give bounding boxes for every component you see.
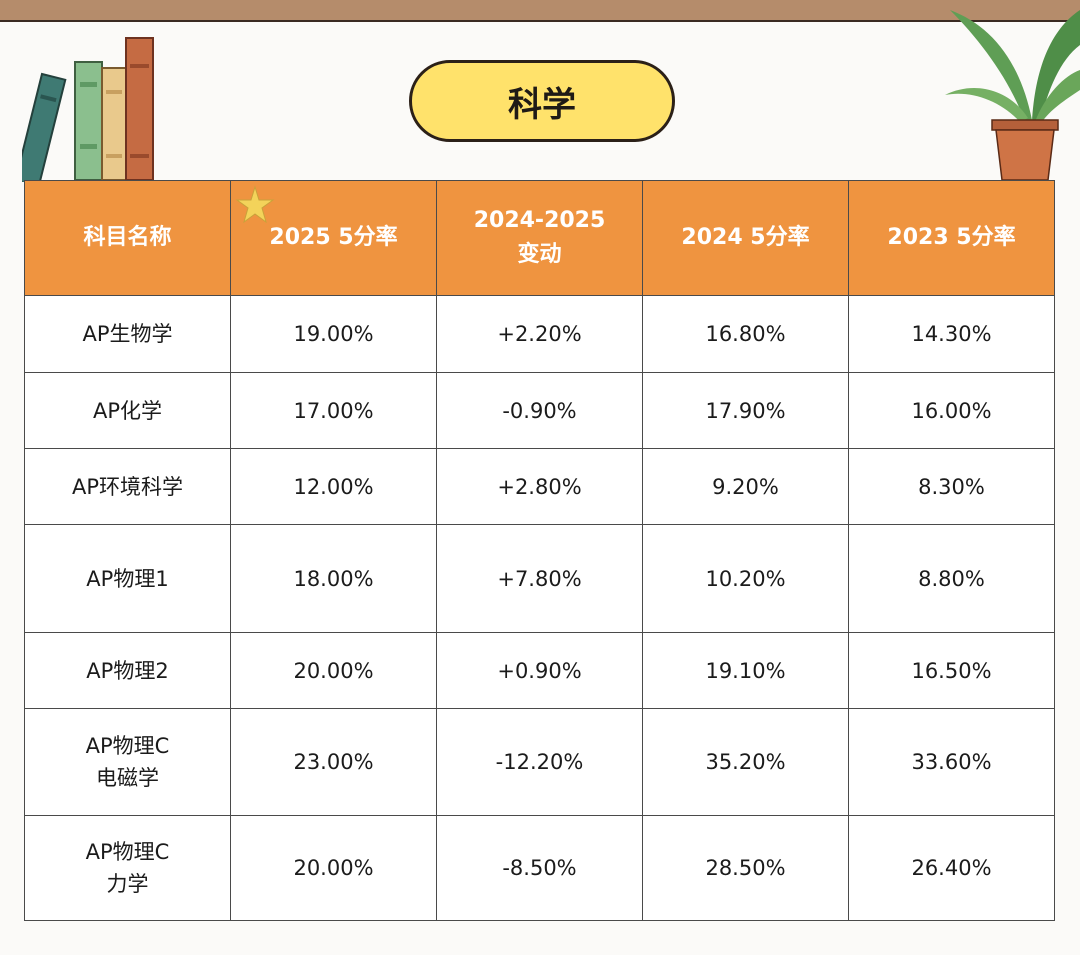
table-row: AP环境科学 12.00% +2.80% 9.20% 8.30% — [24, 448, 1055, 525]
star-icon — [235, 185, 275, 224]
page-title: 科学 — [409, 60, 675, 142]
rate-2025-cell: 18.00% — [230, 524, 437, 633]
subject-cell: AP环境科学 — [24, 448, 231, 525]
books-illustration — [22, 37, 154, 182]
rate-2024-cell: 17.90% — [642, 372, 849, 449]
subject-cell: AP物理C 力学 — [24, 815, 231, 921]
table-row: AP物理2 20.00% +0.90% 19.10% 16.50% — [24, 632, 1055, 709]
change-cell: +0.90% — [436, 632, 643, 709]
rate-2024-cell: 9.20% — [642, 448, 849, 525]
rate-2023-cell: 14.30% — [848, 295, 1055, 373]
rate-2023-cell: 26.40% — [848, 815, 1055, 921]
table-row: AP物理C 电磁学 23.00% -12.20% 35.20% 33.60% — [24, 708, 1055, 816]
rate-2025-cell: 17.00% — [230, 372, 437, 449]
top-border-bar — [0, 0, 1080, 22]
change-cell: -0.90% — [436, 372, 643, 449]
header-rate-2024: 2024 5分率 — [642, 180, 849, 296]
change-cell: -12.20% — [436, 708, 643, 816]
rate-2024-cell: 16.80% — [642, 295, 849, 373]
rate-2023-cell: 8.30% — [848, 448, 1055, 525]
rate-2024-cell: 10.20% — [642, 524, 849, 633]
header-rate-2023: 2023 5分率 — [848, 180, 1055, 296]
table-row: AP物理C 力学 20.00% -8.50% 28.50% 26.40% — [24, 815, 1055, 921]
table-row: AP物理1 18.00% +7.80% 10.20% 8.80% — [24, 524, 1055, 633]
rate-2024-cell: 19.10% — [642, 632, 849, 709]
change-cell: -8.50% — [436, 815, 643, 921]
change-cell: +2.80% — [436, 448, 643, 525]
science-pass-rate-table: 科目名称 2025 5分率 2024-2025 变动 2024 5分率 2023… — [24, 180, 1055, 921]
subject-cell: AP物理C 电磁学 — [24, 708, 231, 816]
header-subject: 科目名称 — [24, 180, 231, 296]
change-cell: +7.80% — [436, 524, 643, 633]
table-row: AP化学 17.00% -0.90% 17.90% 16.00% — [24, 372, 1055, 449]
rate-2023-cell: 16.00% — [848, 372, 1055, 449]
header-row: 科目名称 2025 5分率 2024-2025 变动 2024 5分率 2023… — [24, 180, 1055, 296]
table-row: AP生物学 19.00% +2.20% 16.80% 14.30% — [24, 295, 1055, 373]
rate-2025-cell: 20.00% — [230, 632, 437, 709]
rate-2025-cell: 12.00% — [230, 448, 437, 525]
header-rate-2025: 2025 5分率 — [230, 180, 437, 296]
rate-2025-cell: 19.00% — [230, 295, 437, 373]
rate-2023-cell: 33.60% — [848, 708, 1055, 816]
rate-2025-cell: 20.00% — [230, 815, 437, 921]
rate-2024-cell: 28.50% — [642, 815, 849, 921]
rate-2023-cell: 16.50% — [848, 632, 1055, 709]
subject-cell: AP物理2 — [24, 632, 231, 709]
rate-2025-cell: 23.00% — [230, 708, 437, 816]
subject-cell: AP物理1 — [24, 524, 231, 633]
subject-cell: AP生物学 — [24, 295, 231, 373]
rate-2023-cell: 8.80% — [848, 524, 1055, 633]
change-cell: +2.20% — [436, 295, 643, 373]
subject-cell: AP化学 — [24, 372, 231, 449]
rate-2024-cell: 35.20% — [642, 708, 849, 816]
header-change: 2024-2025 变动 — [436, 180, 643, 296]
potted-plant-illustration — [945, 10, 1080, 181]
